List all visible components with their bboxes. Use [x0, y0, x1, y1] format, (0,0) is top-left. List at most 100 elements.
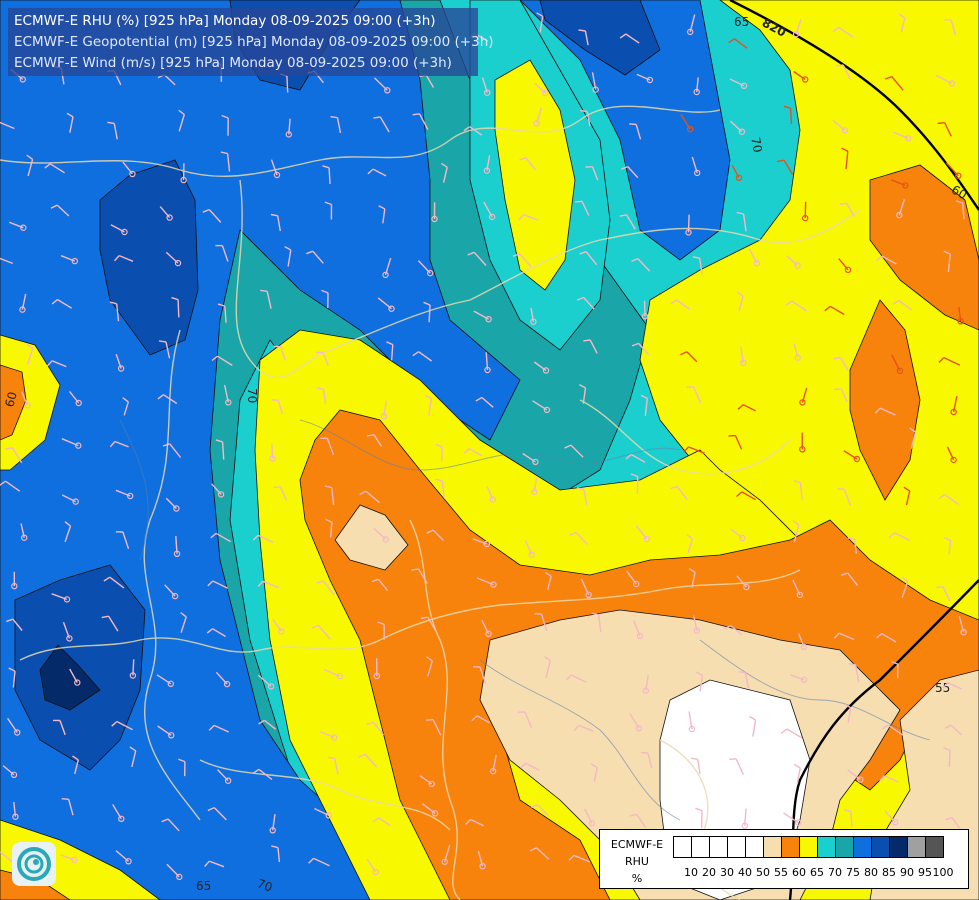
wind-barb-flag [690, 757, 698, 761]
wind-barb [584, 30, 589, 46]
wind-barb-calm [382, 271, 389, 279]
wind-barb [57, 299, 73, 309]
wind-barb [789, 108, 793, 125]
wind-barb-flag [180, 612, 187, 618]
wind-barb-calm [267, 683, 275, 690]
wind-barb [578, 724, 594, 732]
wind-barb [948, 540, 952, 555]
wind-barb-calm [904, 135, 912, 142]
wind-barb-calm [687, 125, 694, 133]
wind-barb-flag [129, 746, 137, 752]
wind-barb [365, 490, 380, 504]
wind-barb-flag [843, 808, 852, 813]
wind-barb [417, 568, 428, 584]
wind-barb-flag [619, 214, 627, 217]
wind-barb [951, 817, 962, 831]
wind-barb-flag [631, 257, 639, 263]
rhu-band-90-sw [39, 644, 101, 711]
wind-barb-flag [463, 126, 471, 132]
wind-barb-calm [957, 318, 964, 325]
wind-barb [586, 111, 591, 127]
wind-barb [839, 357, 849, 371]
wind-barb-flag [109, 441, 116, 448]
wind-barb [123, 401, 129, 416]
wind-barb [575, 532, 588, 545]
rhu-band-85-nw [99, 159, 199, 356]
wind-barb [688, 446, 705, 454]
wind-barb [427, 616, 437, 632]
wind-barb-flag [903, 486, 911, 492]
wind-barb-flag [879, 775, 885, 782]
wind-barb-flag [220, 151, 228, 155]
wind-barb-flag [836, 64, 844, 67]
wind-barb-flag [531, 804, 538, 809]
wind-barb-calm [479, 863, 486, 870]
wind-barb-calm [484, 366, 491, 374]
wind-barb-calm [741, 822, 749, 829]
wind-barb [799, 482, 803, 500]
wind-barb-calm [117, 365, 125, 372]
wind-barb-flag [590, 763, 598, 769]
wind-barb [944, 494, 959, 505]
wind-barb [418, 113, 429, 130]
wind-barb-flag [463, 448, 470, 454]
wind-barb-calm [72, 498, 79, 505]
wind-barb-flag [321, 289, 329, 294]
wind-barb [470, 818, 485, 827]
wind-barb-flag [793, 480, 801, 484]
legend-swatch [872, 836, 890, 858]
wind-barb-calm [24, 402, 31, 409]
wind-barb-flag [736, 211, 744, 215]
wind-barb-flag [6, 618, 14, 623]
wind-barb-flag [683, 446, 690, 453]
wind-barb [122, 531, 130, 550]
wind-barb [377, 578, 389, 592]
wind-barb-flag [26, 343, 34, 350]
wind-barb [27, 348, 34, 365]
wind-barb-flag [875, 633, 883, 639]
wind-barb-flag [271, 399, 279, 402]
wind-barb-flag [792, 520, 800, 526]
wind-barb-calm [125, 858, 132, 865]
wind-barb-flag [898, 13, 906, 19]
wind-barb-calm [21, 534, 28, 541]
wind-barb-calm [428, 780, 435, 788]
wind-barb [382, 208, 386, 224]
wind-barb-calm [66, 635, 73, 642]
wind-barb [390, 344, 394, 361]
wind-barb-flag [103, 576, 111, 582]
legend-tick-labels: 10 20 30 40 50 55 60 65 70 75 80 85 90 95 100 [673, 866, 973, 880]
wind-barb [372, 168, 387, 177]
wind-barb-calm [693, 627, 701, 634]
wind-barb [177, 299, 180, 318]
wind-barb-flag [576, 487, 584, 490]
map-title-panel: ECMWF-E RHU (%) [925 hPa] Monday 08-09-2… [8, 8, 494, 76]
wind-barb [59, 720, 66, 736]
wind-barb-calm [273, 171, 281, 179]
rhu-legend: ECMWF-E RHU % 10 20 30 40 50 55 60 65 70 75 80 85 90… [599, 829, 969, 889]
wind-barb-flag [938, 357, 945, 363]
wind-barb-calm [126, 492, 134, 500]
wind-barb-flag [271, 845, 279, 849]
legend-title-model: ECMWF-E [610, 838, 664, 851]
wind-barb-flag [46, 360, 53, 367]
legend-tick: 60 [792, 866, 806, 879]
legend-tick: 50 [756, 866, 770, 879]
wind-barb-flag [50, 204, 58, 209]
wind-barb-flag [371, 578, 379, 583]
wind-barb-calm [585, 591, 592, 599]
wind-barb [947, 682, 963, 690]
wind-barb [843, 488, 852, 506]
wind-barb-flag [322, 165, 330, 169]
wind-barb [364, 753, 378, 768]
wind-barb [328, 167, 331, 184]
wind-barb-flag [111, 720, 118, 727]
wind-barb [313, 857, 330, 867]
wind-barb-flag [330, 116, 338, 119]
wind-barb [224, 305, 227, 323]
wind-barb [947, 254, 951, 272]
rhu-band-60-east-upper [869, 164, 979, 331]
wind-barb-flag [467, 251, 475, 256]
wind-barb [221, 441, 225, 460]
wind-barb-flag [891, 660, 899, 665]
